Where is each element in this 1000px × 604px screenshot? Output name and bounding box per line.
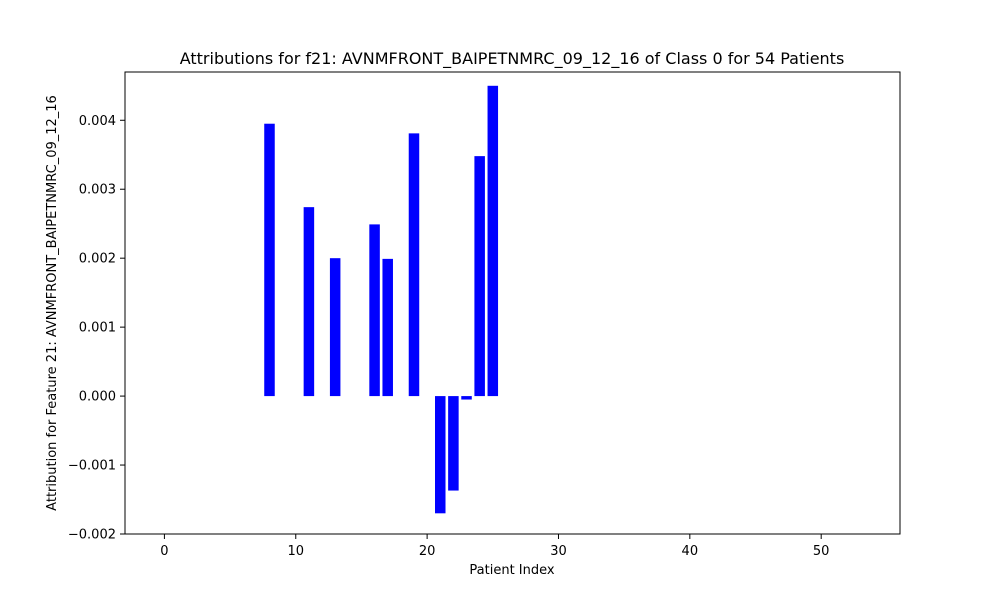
- bar-patient-21: [435, 396, 446, 514]
- x-tick-label: 20: [419, 544, 436, 559]
- bar-patient-11: [303, 207, 315, 397]
- chart-title: Attributions for f21: AVNMFRONT_BAIPETNM…: [180, 49, 845, 69]
- bar-patient-8: [264, 123, 275, 397]
- x-axis-ticks: 0 10 20 30 40 50: [160, 534, 829, 559]
- bar-patient-17: [382, 258, 393, 397]
- y-tick-label: −0.001: [68, 459, 116, 474]
- bars-group: [264, 85, 499, 514]
- x-tick-label: 30: [550, 544, 567, 559]
- bar-patient-25: [487, 85, 499, 397]
- y-tick-label: 0.002: [79, 252, 116, 267]
- bar-patient-16: [369, 224, 380, 397]
- y-axis-label: Attribution for Feature 21: AVNMFRONT_BA…: [45, 95, 60, 511]
- x-tick-label: 10: [287, 544, 304, 559]
- x-tick-label: 40: [682, 544, 699, 559]
- y-tick-label: 0.003: [79, 183, 116, 198]
- bar-patient-23: [461, 396, 472, 400]
- plot-frame: [124, 71, 901, 535]
- x-tick-label: 50: [813, 544, 830, 559]
- bar-patient-19: [408, 133, 420, 397]
- y-axis-ticks: −0.002 −0.001 0.000 0.001 0.002 0.003 0.004: [68, 114, 125, 543]
- y-tick-label: 0.001: [79, 321, 116, 336]
- y-tick-label: 0.000: [79, 390, 116, 405]
- x-tick-label: 0: [160, 544, 168, 559]
- x-axis-label: Patient Index: [469, 563, 554, 578]
- bar-patient-13: [329, 258, 341, 397]
- bar-patient-22: [448, 396, 459, 491]
- bar-patient-24: [474, 156, 485, 397]
- y-tick-label: −0.002: [68, 528, 116, 543]
- y-tick-label: 0.004: [79, 114, 116, 129]
